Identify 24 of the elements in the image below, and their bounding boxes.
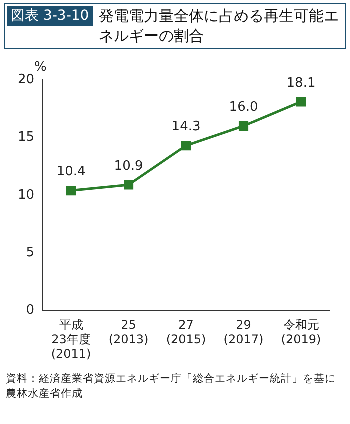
text: 資料：経済産業省資源エネルギー庁「総合エネルギー統計」を基に農林水産省作成 — [5, 372, 337, 402]
y-tick-label: 10 — [18, 188, 35, 203]
y-tick-label: 15 — [18, 130, 35, 146]
data-label: 10.9 — [114, 158, 144, 174]
chart-title: 発電電力量全体に占める再生可能エネルギーの割合 — [99, 6, 340, 46]
y-tick-label: 20 — [18, 72, 35, 88]
data-label: 10.4 — [56, 164, 86, 180]
y-tick-label: 5 — [26, 245, 35, 260]
x-tick-label: 平成 23年度 (2011) — [51, 318, 92, 361]
y-tick-label: 0 — [26, 303, 35, 318]
point — [66, 186, 76, 196]
point — [296, 97, 306, 107]
data-label: 16.0 — [229, 100, 258, 116]
data-label: 14.3 — [172, 120, 201, 135]
x-tick-label: 29 (2017) — [224, 318, 264, 347]
y-axis-title: % — [34, 60, 47, 75]
point — [181, 140, 192, 151]
point — [124, 180, 134, 190]
point — [238, 121, 249, 131]
text: 図表 3-3-10 — [7, 6, 94, 26]
x-tick-label: 令和元 (2019) — [281, 318, 322, 347]
data-label: 18.1 — [286, 76, 316, 91]
x-tick-label: 27 (2015) — [166, 318, 206, 347]
x-tick-label: 25 (2013) — [108, 318, 149, 347]
